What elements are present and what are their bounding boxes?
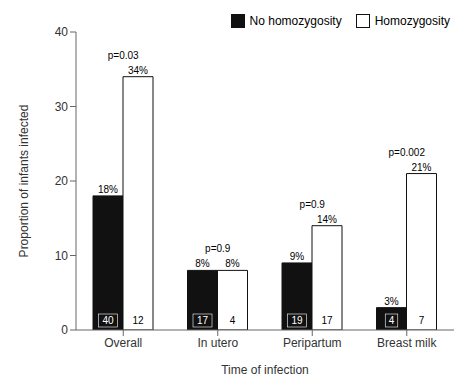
svg-text:In utero: In utero [197,336,238,350]
svg-text:40: 40 [55,25,69,39]
svg-text:4: 4 [389,315,395,326]
svg-text:p=0.9: p=0.9 [205,243,231,254]
svg-text:3%: 3% [384,296,399,307]
svg-text:Peripartum: Peripartum [283,336,342,350]
svg-text:8%: 8% [225,258,240,269]
svg-text:p=0.9: p=0.9 [300,199,326,210]
svg-text:12: 12 [132,315,144,326]
svg-text:8%: 8% [195,258,210,269]
svg-text:17: 17 [197,315,209,326]
svg-text:Overall: Overall [104,336,142,350]
svg-text:Time of infection: Time of infection [221,363,309,377]
svg-text:p=0.002: p=0.002 [389,147,426,158]
svg-text:17: 17 [321,315,333,326]
svg-text:7: 7 [419,315,425,326]
svg-text:40: 40 [102,315,114,326]
svg-text:Proportion of infants infected: Proportion of infants infected [17,105,31,258]
svg-text:10: 10 [55,249,69,263]
svg-text:34%: 34% [128,65,148,76]
svg-text:19: 19 [291,315,303,326]
svg-text:18%: 18% [98,184,118,195]
html-text:Homozygosity: Homozygosity [374,14,450,28]
svg-text:20: 20 [55,174,69,188]
svg-text:30: 30 [55,100,69,114]
svg-text:14%: 14% [317,214,337,225]
svg-text:Breast milk: Breast milk [377,336,437,350]
svg-text:0: 0 [61,323,68,337]
svg-text:21%: 21% [412,162,432,173]
svg-text:9%: 9% [290,251,305,262]
svg-text:4: 4 [230,315,236,326]
svg-text:p=0.03: p=0.03 [108,50,139,61]
html-text:No homozygosity: No homozygosity [249,14,342,28]
